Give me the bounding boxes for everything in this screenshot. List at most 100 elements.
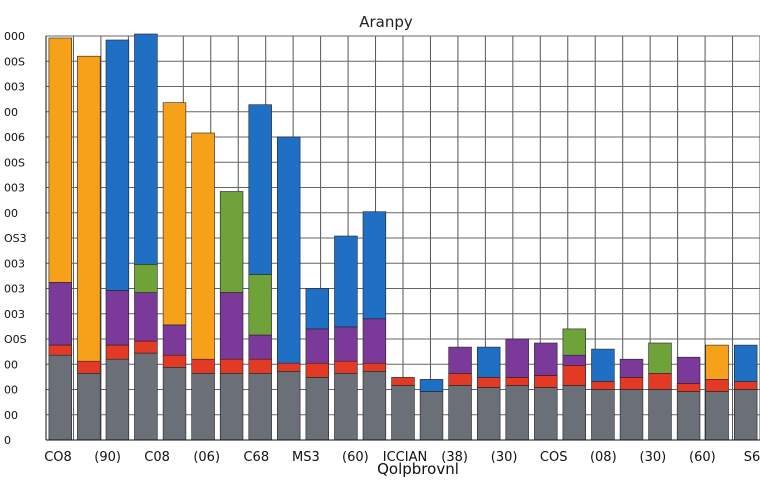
bar-segment-orange — [48, 37, 73, 283]
bar-segment-purple — [219, 292, 244, 360]
bar-segment-red — [48, 344, 73, 356]
bar-segment-red — [77, 360, 101, 374]
bar-segment-purple — [562, 354, 587, 366]
bar-segment-blue — [134, 33, 158, 265]
bar-segment-red — [448, 372, 472, 386]
bar-segment-green — [648, 342, 672, 374]
bar-segment-red — [276, 362, 301, 372]
bar-segment-purple — [48, 282, 73, 346]
x-axis-title: Qolpbrovnl — [377, 460, 459, 478]
bar-segment-orange — [705, 344, 729, 380]
x-tick-label: S6 — [744, 450, 760, 465]
x-tick-label: (06) — [193, 450, 220, 465]
y-tick-label: 003 — [4, 182, 25, 195]
bar-segment-red — [619, 377, 644, 390]
bar-segment-red — [334, 360, 358, 374]
bar-segment-base — [505, 385, 529, 441]
bar-segment-base — [562, 385, 587, 441]
bar-segment-red — [591, 381, 615, 390]
y-tick-label: 00 — [4, 384, 18, 397]
bar-segment-orange — [77, 55, 101, 362]
bar-segment-purple — [305, 328, 329, 364]
bar-segment-red — [305, 362, 329, 378]
bar-segment-base — [305, 377, 329, 441]
x-tick-label: COS — [540, 450, 568, 465]
bar-segment-base — [219, 372, 244, 441]
x-tick-label: MS3 — [292, 450, 320, 465]
y-tick-label: 00 — [4, 358, 18, 371]
x-tick-label: CO8 — [44, 450, 72, 465]
bar-segment-red — [505, 377, 529, 386]
bar-segment-base — [362, 370, 387, 441]
bar-segment-base — [391, 385, 415, 441]
bar-segment-blue — [476, 346, 501, 378]
bar-segment-red — [676, 383, 701, 392]
bar-segment-base — [676, 391, 701, 441]
bar-segment-base — [591, 389, 615, 441]
bar-segment-base — [534, 387, 558, 441]
x-axis-ticks: CO8 (90) C08 (06) C68 MS3 (60) ICCIAN (38) (30) CO… — [44, 450, 760, 465]
bar-segment-base — [191, 372, 215, 441]
bar-segment-red — [648, 372, 672, 390]
y-tick-label: 00 — [4, 106, 18, 119]
x-tick-label: (60) — [689, 450, 716, 465]
bar-segment-green — [219, 191, 244, 293]
x-tick-label: (90) — [94, 450, 121, 465]
bar-segment-purple — [619, 358, 644, 378]
y-tick-label: 00 — [4, 207, 18, 220]
bar-segment-blue — [305, 288, 329, 330]
bar-segment-orange — [191, 132, 215, 360]
bar-segment-red — [191, 358, 215, 374]
bar-segment-red — [733, 381, 758, 390]
x-tick-label: (38) — [441, 450, 468, 465]
x-tick-label: C68 — [243, 450, 269, 465]
y-tick-label: 000 — [4, 30, 25, 43]
bar-segment-base — [419, 391, 444, 441]
bar-segment-base — [248, 372, 272, 441]
y-tick-label: O0S — [4, 333, 27, 346]
bar-segment-base — [276, 370, 301, 441]
y-tick-label: 00S — [4, 156, 25, 169]
bar-segment-green — [562, 328, 587, 356]
bar-segment-base — [619, 389, 644, 441]
y-tick-label: 003 — [4, 283, 25, 296]
bar-segment-purple — [248, 334, 272, 360]
bar-segment-red — [162, 354, 187, 368]
y-axis-ticks: 0000000O0S003003003OS30000300S0060000300… — [4, 30, 27, 447]
bar-segment-base — [733, 389, 758, 441]
y-tick-label: 003 — [4, 308, 25, 321]
bar-segment-base — [648, 389, 672, 441]
bar-segment-blue — [362, 211, 387, 320]
chart-title: Aranpy — [359, 13, 413, 31]
bar-segment-base — [48, 354, 73, 441]
x-tick-label: (30) — [491, 450, 518, 465]
x-tick-label: ICCIAN — [383, 450, 427, 465]
x-tick-label: C08 — [144, 450, 170, 465]
bar-segment-purple — [334, 326, 358, 362]
bar-segment-orange — [162, 102, 187, 326]
bar-segment-blue — [334, 235, 358, 328]
bar-segment-purple — [505, 338, 529, 378]
bar-segment-blue — [276, 136, 301, 364]
y-tick-label: 0 — [4, 434, 11, 447]
bar-segment-green — [248, 274, 272, 336]
bar-segment-base — [77, 372, 101, 441]
bar-segment-blue — [591, 348, 615, 382]
bar-segment-purple — [105, 290, 130, 346]
bar-segment-base — [134, 352, 158, 441]
bar-segment-blue — [419, 379, 444, 392]
bar-segment-base — [105, 358, 130, 441]
bar-segment-purple — [448, 346, 472, 374]
bar-segment-purple — [162, 324, 187, 356]
bar-segment-red — [219, 358, 244, 374]
bar-segment-base — [334, 372, 358, 441]
bar-segment-purple — [134, 292, 158, 342]
bar-segment-red — [534, 375, 558, 388]
bar-segment-red — [391, 377, 415, 386]
x-tick-label: (60) — [342, 450, 369, 465]
bar-segment-base — [162, 366, 187, 441]
bar-segment-blue — [105, 39, 130, 291]
y-tick-label: 006 — [4, 131, 25, 144]
bar-segment-base — [476, 387, 501, 441]
